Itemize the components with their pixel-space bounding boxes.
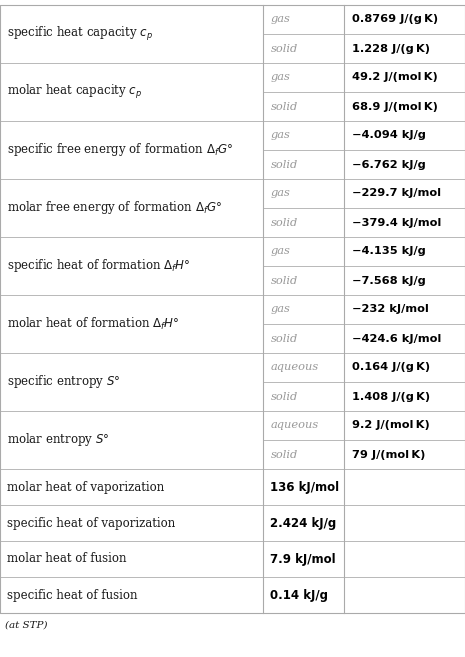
Bar: [263, 577, 465, 613]
Bar: [0, 353, 263, 411]
Text: (at STP): (at STP): [5, 620, 47, 629]
Bar: [344, 266, 465, 295]
Text: solid: solid: [271, 101, 298, 112]
Text: gas: gas: [271, 72, 291, 83]
Text: specific free energy of formation $\Delta_f G°$: specific free energy of formation $\Delt…: [7, 141, 233, 158]
Bar: [344, 121, 465, 150]
Bar: [263, 541, 465, 577]
Text: 68.9 J/(mol K): 68.9 J/(mol K): [352, 101, 438, 112]
Bar: [344, 295, 465, 324]
Bar: [0, 63, 263, 121]
Bar: [263, 469, 465, 505]
Bar: [344, 353, 465, 382]
Text: specific heat of fusion: specific heat of fusion: [7, 589, 138, 602]
Bar: [344, 382, 465, 411]
Bar: [344, 92, 465, 121]
Text: molar heat of formation $\Delta_f H°$: molar heat of formation $\Delta_f H°$: [7, 316, 179, 332]
Text: gas: gas: [271, 131, 291, 141]
Text: 136 kJ/mol: 136 kJ/mol: [270, 480, 339, 493]
Text: 0.14 kJ/g: 0.14 kJ/g: [270, 589, 328, 602]
Text: molar heat of fusion: molar heat of fusion: [7, 553, 126, 566]
Text: aqueous: aqueous: [271, 363, 319, 373]
Text: −4.094 kJ/g: −4.094 kJ/g: [352, 131, 426, 141]
Text: molar heat capacity $c_p$: molar heat capacity $c_p$: [7, 83, 142, 101]
Text: solid: solid: [271, 43, 298, 53]
Bar: [344, 179, 465, 208]
Text: −379.4 kJ/mol: −379.4 kJ/mol: [352, 217, 441, 227]
Bar: [0, 469, 263, 505]
Text: 1.228 J/(g K): 1.228 J/(g K): [352, 43, 430, 53]
Bar: [263, 150, 344, 179]
Text: molar heat of vaporization: molar heat of vaporization: [7, 480, 164, 493]
Bar: [344, 150, 465, 179]
Text: specific heat of formation $\Delta_f H°$: specific heat of formation $\Delta_f H°$: [7, 258, 191, 275]
Bar: [263, 295, 344, 324]
Text: 79 J/(mol K): 79 J/(mol K): [352, 449, 425, 459]
Bar: [263, 92, 344, 121]
Text: molar entropy $S°$: molar entropy $S°$: [7, 432, 109, 449]
Bar: [263, 5, 344, 34]
Bar: [263, 266, 344, 295]
Text: specific entropy $S°$: specific entropy $S°$: [7, 373, 120, 390]
Text: specific heat capacity $c_p$: specific heat capacity $c_p$: [7, 25, 153, 43]
Text: 49.2 J/(mol K): 49.2 J/(mol K): [352, 72, 438, 83]
Text: solid: solid: [271, 217, 298, 227]
Bar: [263, 505, 465, 541]
Text: solid: solid: [271, 160, 298, 170]
Bar: [263, 353, 344, 382]
Text: specific heat of vaporization: specific heat of vaporization: [7, 516, 175, 530]
Text: 9.2 J/(mol K): 9.2 J/(mol K): [352, 420, 430, 430]
Bar: [263, 411, 344, 440]
Text: −424.6 kJ/mol: −424.6 kJ/mol: [352, 334, 441, 344]
Bar: [344, 440, 465, 469]
Text: gas: gas: [271, 246, 291, 256]
Bar: [344, 411, 465, 440]
Text: aqueous: aqueous: [271, 420, 319, 430]
Bar: [0, 237, 263, 295]
Bar: [0, 541, 263, 577]
Text: −6.762 kJ/g: −6.762 kJ/g: [352, 160, 426, 170]
Text: molar free energy of formation $\Delta_f G°$: molar free energy of formation $\Delta_f…: [7, 200, 222, 217]
Bar: [344, 5, 465, 34]
Bar: [263, 382, 344, 411]
Text: −7.568 kJ/g: −7.568 kJ/g: [352, 275, 426, 286]
Text: −232 kJ/mol: −232 kJ/mol: [352, 304, 429, 315]
Bar: [344, 324, 465, 353]
Bar: [0, 411, 263, 469]
Bar: [263, 63, 344, 92]
Bar: [344, 237, 465, 266]
Text: gas: gas: [271, 14, 291, 24]
Text: −229.7 kJ/mol: −229.7 kJ/mol: [352, 189, 441, 198]
Text: 7.9 kJ/mol: 7.9 kJ/mol: [270, 553, 335, 566]
Text: solid: solid: [271, 275, 298, 286]
Bar: [0, 505, 263, 541]
Text: 0.8769 J/(g K): 0.8769 J/(g K): [352, 14, 438, 24]
Bar: [344, 34, 465, 63]
Text: 1.408 J/(g K): 1.408 J/(g K): [352, 392, 430, 401]
Bar: [263, 208, 344, 237]
Text: −4.135 kJ/g: −4.135 kJ/g: [352, 246, 426, 256]
Bar: [263, 34, 344, 63]
Bar: [344, 208, 465, 237]
Bar: [0, 179, 263, 237]
Text: gas: gas: [271, 189, 291, 198]
Text: 0.164 J/(g K): 0.164 J/(g K): [352, 363, 430, 373]
Bar: [263, 121, 344, 150]
Text: solid: solid: [271, 449, 298, 459]
Bar: [0, 121, 263, 179]
Bar: [263, 179, 344, 208]
Bar: [0, 5, 263, 63]
Bar: [263, 237, 344, 266]
Bar: [0, 295, 263, 353]
Bar: [263, 440, 344, 469]
Bar: [263, 324, 344, 353]
Text: gas: gas: [271, 304, 291, 315]
Text: solid: solid: [271, 334, 298, 344]
Bar: [0, 577, 263, 613]
Text: solid: solid: [271, 392, 298, 401]
Bar: [344, 63, 465, 92]
Text: 2.424 kJ/g: 2.424 kJ/g: [270, 516, 336, 530]
